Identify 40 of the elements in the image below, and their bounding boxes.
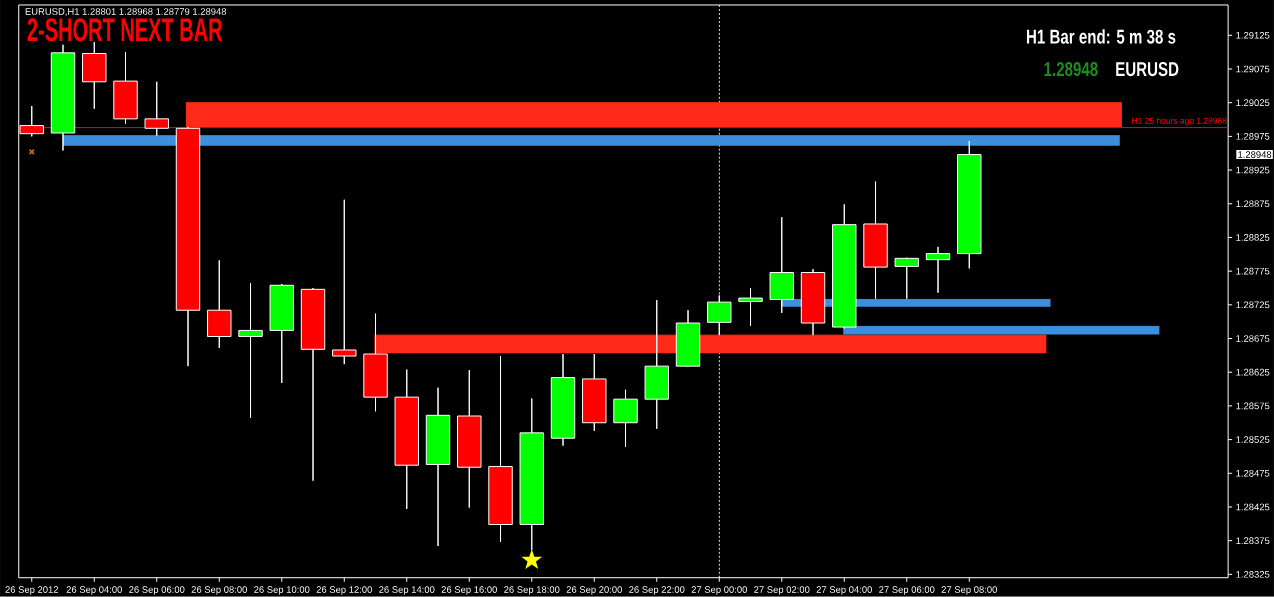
- y-tick-label: 1.28775: [1236, 267, 1270, 275]
- y-tick-label: 1.28425: [1236, 503, 1270, 511]
- y-tick-label: 1.29025: [1236, 99, 1270, 107]
- x-tick-label: 27 Sep 06:00: [879, 586, 935, 595]
- y-tick-label: 1.28375: [1236, 537, 1270, 545]
- x-tick-label: 26 Sep 16:00: [441, 586, 497, 595]
- x-tick-label: 26 Sep 2012: [5, 586, 59, 595]
- x-tick-label: 26 Sep 22:00: [629, 586, 685, 595]
- x-tick-label: 26 Sep 18:00: [504, 586, 560, 595]
- y-tick-label: 1.28725: [1236, 301, 1270, 309]
- y-tick-label: 1.29125: [1236, 32, 1270, 39]
- x-tick-label: 26 Sep 12:00: [316, 586, 372, 595]
- y-tick-label: 1.28875: [1236, 200, 1270, 208]
- x-tick-label: 26 Sep 14:00: [379, 586, 435, 595]
- chart-subtitle: EURUSD,H1 1.28801 1.28968 1.28779 1.28948: [25, 8, 227, 17]
- y-tick-label: 1.28975: [1236, 133, 1270, 140]
- y-tick-label: 1.28575: [1236, 402, 1270, 410]
- x-tick-label: 26 Sep 10:00: [254, 586, 310, 595]
- annotation: H1 Bar end: 5 m 38 s: [1026, 29, 1176, 44]
- x-tick-label: 26 Sep 06:00: [129, 586, 185, 595]
- y-tick-label: 1.28475: [1236, 470, 1270, 477]
- x-tick-label: 27 Sep 08:00: [941, 586, 997, 595]
- x-tick-label: 27 Sep 02:00: [754, 586, 810, 595]
- text: 1.28948: [1238, 151, 1272, 159]
- x-tick-label: 27 Sep 04:00: [816, 586, 872, 595]
- annotation: 1.28948: [1044, 62, 1098, 77]
- ref-line-label: H1 25 hours ago 1.28988: [1132, 117, 1227, 126]
- y-tick-label: 1.28675: [1236, 335, 1270, 343]
- y-tick-label: 1.28525: [1236, 436, 1270, 444]
- x-tick-label: 26 Sep 20:00: [566, 586, 622, 595]
- y-tick-label: 1.28825: [1236, 234, 1270, 241]
- y-tick-label: 1.28325: [1236, 571, 1270, 578]
- x-tick-label: 26 Sep 04:00: [66, 586, 122, 595]
- annotation: EURUSD: [1116, 62, 1179, 77]
- y-tick-label: 1.29075: [1236, 65, 1270, 73]
- y-tick-label: 1.28925: [1236, 166, 1270, 174]
- chart-title: 2-SHORT NEXT BAR: [27, 18, 223, 42]
- x-tick-label: 27 Sep 00:00: [691, 586, 747, 595]
- y-tick-label: 1.28625: [1236, 369, 1270, 376]
- x-tick-label: 26 Sep 08:00: [191, 586, 247, 595]
